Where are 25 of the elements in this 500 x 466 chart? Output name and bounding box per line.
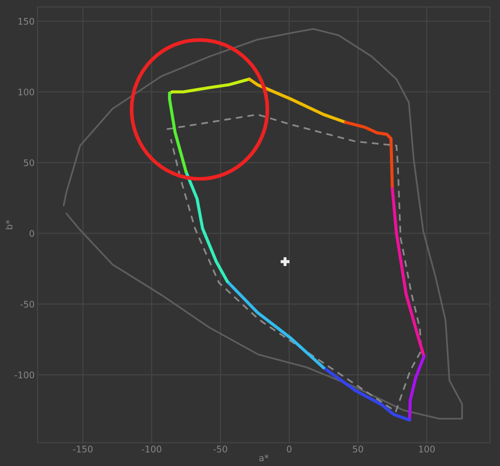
y-tick-label: 0 [30, 230, 34, 237]
x-tick-label: 50 [352, 446, 364, 452]
line-series [226, 280, 326, 370]
line-series [168, 92, 188, 174]
y-tick-label: -100 [14, 372, 34, 378]
line-series [248, 78, 348, 124]
line-series [322, 366, 412, 422]
y-axis-title: b* [5, 220, 12, 230]
y-tick-label: -50 [20, 300, 34, 308]
x-tick-label: 100 [419, 446, 435, 452]
line-series [168, 78, 251, 95]
line-series [184, 170, 229, 283]
x-tick-label: -150 [73, 446, 93, 452]
line-series [408, 354, 426, 422]
y-tick-label: 50 [24, 159, 34, 166]
x-tick-label: -50 [213, 446, 228, 452]
y-tick-label: 150 [18, 18, 34, 25]
line-series [390, 187, 426, 358]
x-axis-title: a* [259, 454, 269, 462]
x-tick-label: 0 [286, 446, 292, 452]
y-tick-label: 100 [18, 88, 34, 96]
line-series [166, 114, 422, 412]
line-series [62, 28, 463, 420]
x-tick-label: -100 [142, 446, 162, 452]
line-series [344, 120, 394, 190]
